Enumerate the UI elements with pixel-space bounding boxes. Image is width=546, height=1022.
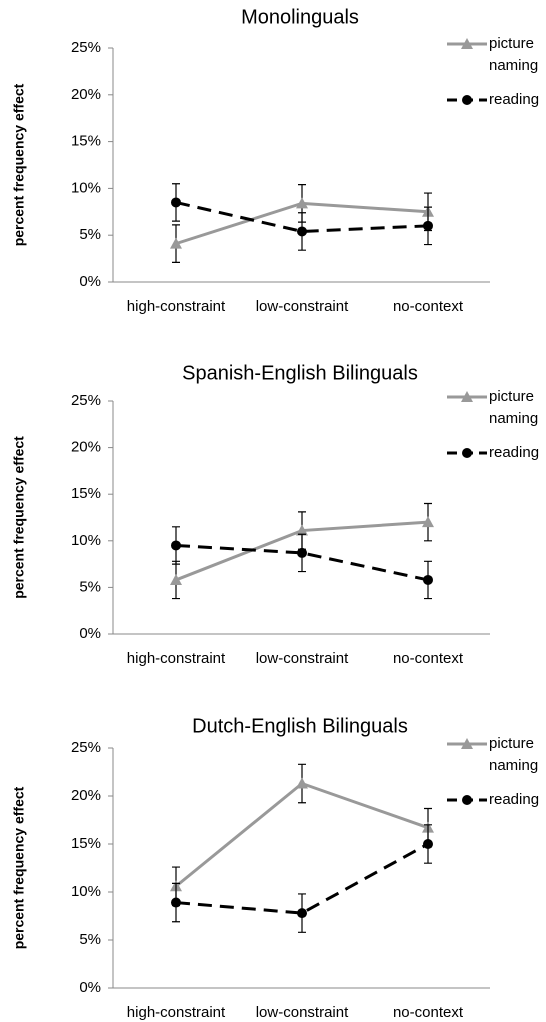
y-tick-label: 10% bbox=[71, 532, 101, 549]
marker bbox=[170, 573, 182, 585]
legend-label: picture naming bbox=[489, 735, 539, 774]
y-tick-label: 10% bbox=[71, 883, 101, 900]
marker bbox=[171, 540, 181, 551]
marker bbox=[297, 226, 307, 237]
y-tick-label: 25% bbox=[71, 739, 101, 756]
marker bbox=[171, 197, 181, 208]
legend-marker bbox=[462, 95, 472, 105]
marker bbox=[296, 524, 308, 536]
y-axis-label: percent frequency effect bbox=[11, 786, 27, 949]
y-tick-label: 0% bbox=[79, 979, 101, 996]
series-line bbox=[175, 842, 429, 915]
marker bbox=[422, 516, 434, 528]
y-tick-label: 15% bbox=[71, 485, 101, 502]
marker bbox=[423, 574, 433, 585]
marker bbox=[423, 839, 433, 849]
y-tick-label: 0% bbox=[79, 625, 101, 642]
legend-label: picture naming bbox=[489, 35, 539, 74]
y-tick-label: 5% bbox=[79, 931, 101, 948]
marker bbox=[171, 897, 181, 908]
legend-item: reading bbox=[489, 791, 540, 808]
legend-item: picture naming bbox=[489, 35, 539, 74]
chart-title: Dutch-English Bilinguals bbox=[192, 715, 408, 737]
y-axis-label: percent frequency effect bbox=[11, 436, 27, 599]
x-tick-label: high-constraint bbox=[127, 1004, 226, 1021]
legend-label: reading bbox=[489, 791, 540, 808]
legend-item: picture naming bbox=[489, 388, 539, 427]
legend-marker bbox=[462, 448, 472, 458]
x-tick-label: high-constraint bbox=[127, 650, 226, 667]
x-tick-label: low-constraint bbox=[256, 1004, 349, 1021]
legend-marker bbox=[461, 738, 473, 749]
marker bbox=[297, 908, 307, 919]
y-tick-label: 15% bbox=[71, 835, 101, 852]
legend-item: reading bbox=[489, 444, 540, 461]
y-tick-label: 15% bbox=[71, 133, 101, 150]
y-tick-label: 10% bbox=[71, 179, 101, 196]
legend-label: reading bbox=[489, 444, 540, 461]
marker bbox=[423, 220, 433, 231]
y-tick-label: 5% bbox=[79, 226, 101, 243]
marker bbox=[170, 237, 182, 249]
x-tick-label: low-constraint bbox=[256, 650, 349, 667]
y-tick-label: 25% bbox=[71, 392, 101, 409]
y-tick-label: 20% bbox=[71, 86, 101, 103]
marker bbox=[297, 547, 307, 558]
x-tick-label: no-context bbox=[393, 298, 464, 315]
y-tick-label: 0% bbox=[79, 273, 101, 290]
legend-label: picture naming bbox=[489, 388, 539, 427]
marker bbox=[296, 197, 308, 209]
x-tick-label: no-context bbox=[393, 1004, 464, 1021]
legend-label: reading bbox=[489, 91, 540, 108]
legend-marker bbox=[461, 38, 473, 49]
legend-marker bbox=[461, 391, 473, 402]
x-tick-label: low-constraint bbox=[256, 298, 349, 315]
x-tick-label: high-constraint bbox=[127, 298, 226, 315]
legend-item: reading bbox=[489, 91, 540, 108]
chart-title: Monolinguals bbox=[241, 6, 359, 28]
y-axis-label: percent frequency effect bbox=[11, 83, 27, 246]
y-tick-label: 5% bbox=[79, 578, 101, 595]
marker bbox=[296, 777, 308, 789]
x-tick-label: no-context bbox=[393, 650, 464, 667]
legend-marker bbox=[462, 795, 472, 805]
y-tick-label: 25% bbox=[71, 39, 101, 56]
legend-item: picture naming bbox=[489, 735, 539, 774]
y-tick-label: 20% bbox=[71, 439, 101, 456]
chart-title: Spanish-English Bilinguals bbox=[182, 362, 418, 384]
y-tick-label: 20% bbox=[71, 787, 101, 804]
